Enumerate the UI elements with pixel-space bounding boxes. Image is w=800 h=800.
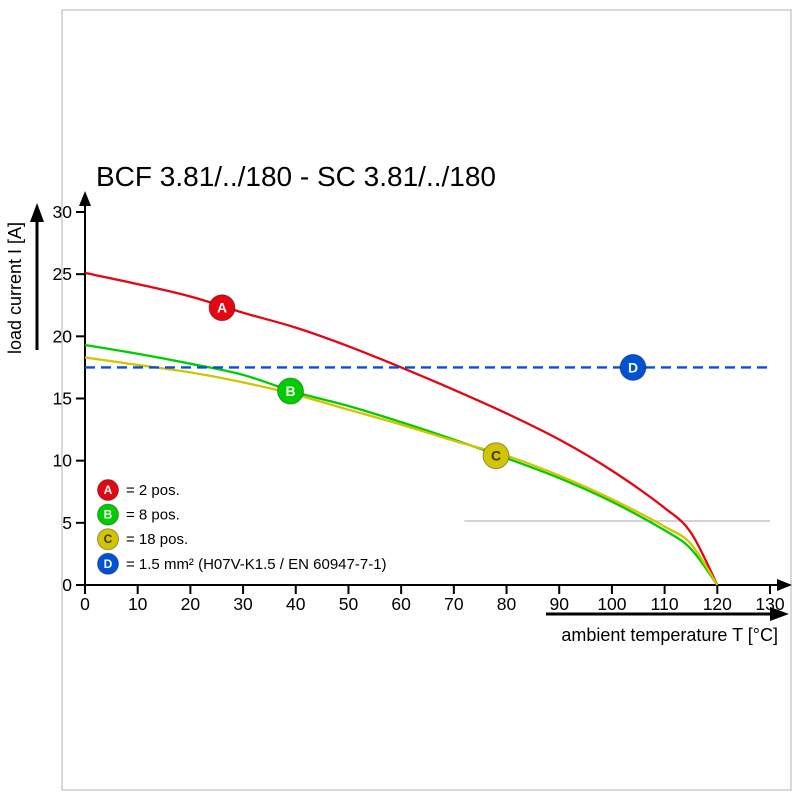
series-C-marker [482,442,510,470]
y-axis-arrow [79,191,91,206]
series-B-marker-letter: B [285,383,295,399]
x-tick-label: 0 [80,594,90,614]
legend-swatch-B [97,503,119,526]
x-tick-label: 70 [444,594,464,614]
series-D-marker-letter: D [628,359,638,375]
legend-swatch-letter-B: B [104,508,113,522]
y-label-arrow-head [30,203,44,222]
legend-item-D: D = 1.5 mm² (H07V-K1.5 / EN 60947-7-1) [97,552,387,575]
y-tick-label: 25 [53,264,72,284]
legend-label-A: = 2 pos. [126,482,180,499]
x-tick-label: 40 [286,594,306,614]
x-tick-label: 30 [233,594,253,614]
x-tick-label: 60 [391,594,411,614]
x-tick-label: 130 [755,594,784,614]
legend-swatch-A [97,479,119,501]
x-axis-label: ambient temperature T [°C] [561,625,778,645]
series-A-marker [208,294,236,322]
series-A-marker-letter: A [217,300,227,316]
y-tick-label: 20 [53,326,73,346]
chart-title: BCF 3.81/../180 - SC 3.81/../180 [96,161,496,192]
x-tick-label: 80 [497,594,517,614]
y-tick-label: 10 [53,451,73,471]
series-B-curve [84,343,719,586]
page-frame [61,9,792,791]
series-D-marker [619,353,647,381]
series-B-marker [277,377,304,405]
y-tick-label: 0 [62,575,72,595]
x-tick-label: 120 [703,594,732,614]
x-tick-label: 50 [339,594,359,614]
x-tick-label: 110 [651,594,679,614]
legend-swatch-letter-D: D [104,557,113,571]
x-tick-label: 100 [597,594,626,614]
x-tick-label: 90 [549,594,569,614]
legend-swatch-letter-A: A [104,483,113,497]
x-tick-label: 10 [128,594,148,614]
legend-label-C: = 18 pos. [126,531,188,548]
series-A-curve [84,271,719,586]
series-C-marker-letter: C [491,448,501,464]
legend-item-A: A = 2 pos. [97,479,180,501]
legend-swatch-C [97,528,119,551]
x-label-arrow-head [770,607,789,621]
legend: A = 2 pos. B = 8 pos. C = 18 pos. D = 1.5 mm² (… [97,479,387,575]
y-axis-label: load current I [A] [5,222,25,354]
legend-item-C: C = 18 pos. [97,528,188,551]
legend-label-B: = 8 pos. [126,507,180,524]
plot-area: 0 5 10 15 20 25 30 0 10 20 30 40 50 60 70 80 90 100 110 120… [30,191,792,621]
legend-label-D: = 1.5 mm² (H07V-K1.5 / EN 60947-7-1) [126,556,387,573]
legend-swatch-D [97,552,119,575]
y-tick-label: 5 [62,513,72,533]
y-tick-label: 30 [53,202,73,222]
series-C-curve [84,356,719,586]
legend-swatch-letter-C: C [104,532,113,546]
legend-item-B: B = 8 pos. [97,503,180,526]
x-tick-label: 20 [181,594,201,614]
x-axis-arrow [777,579,792,591]
y-tick-label: 15 [53,389,72,409]
